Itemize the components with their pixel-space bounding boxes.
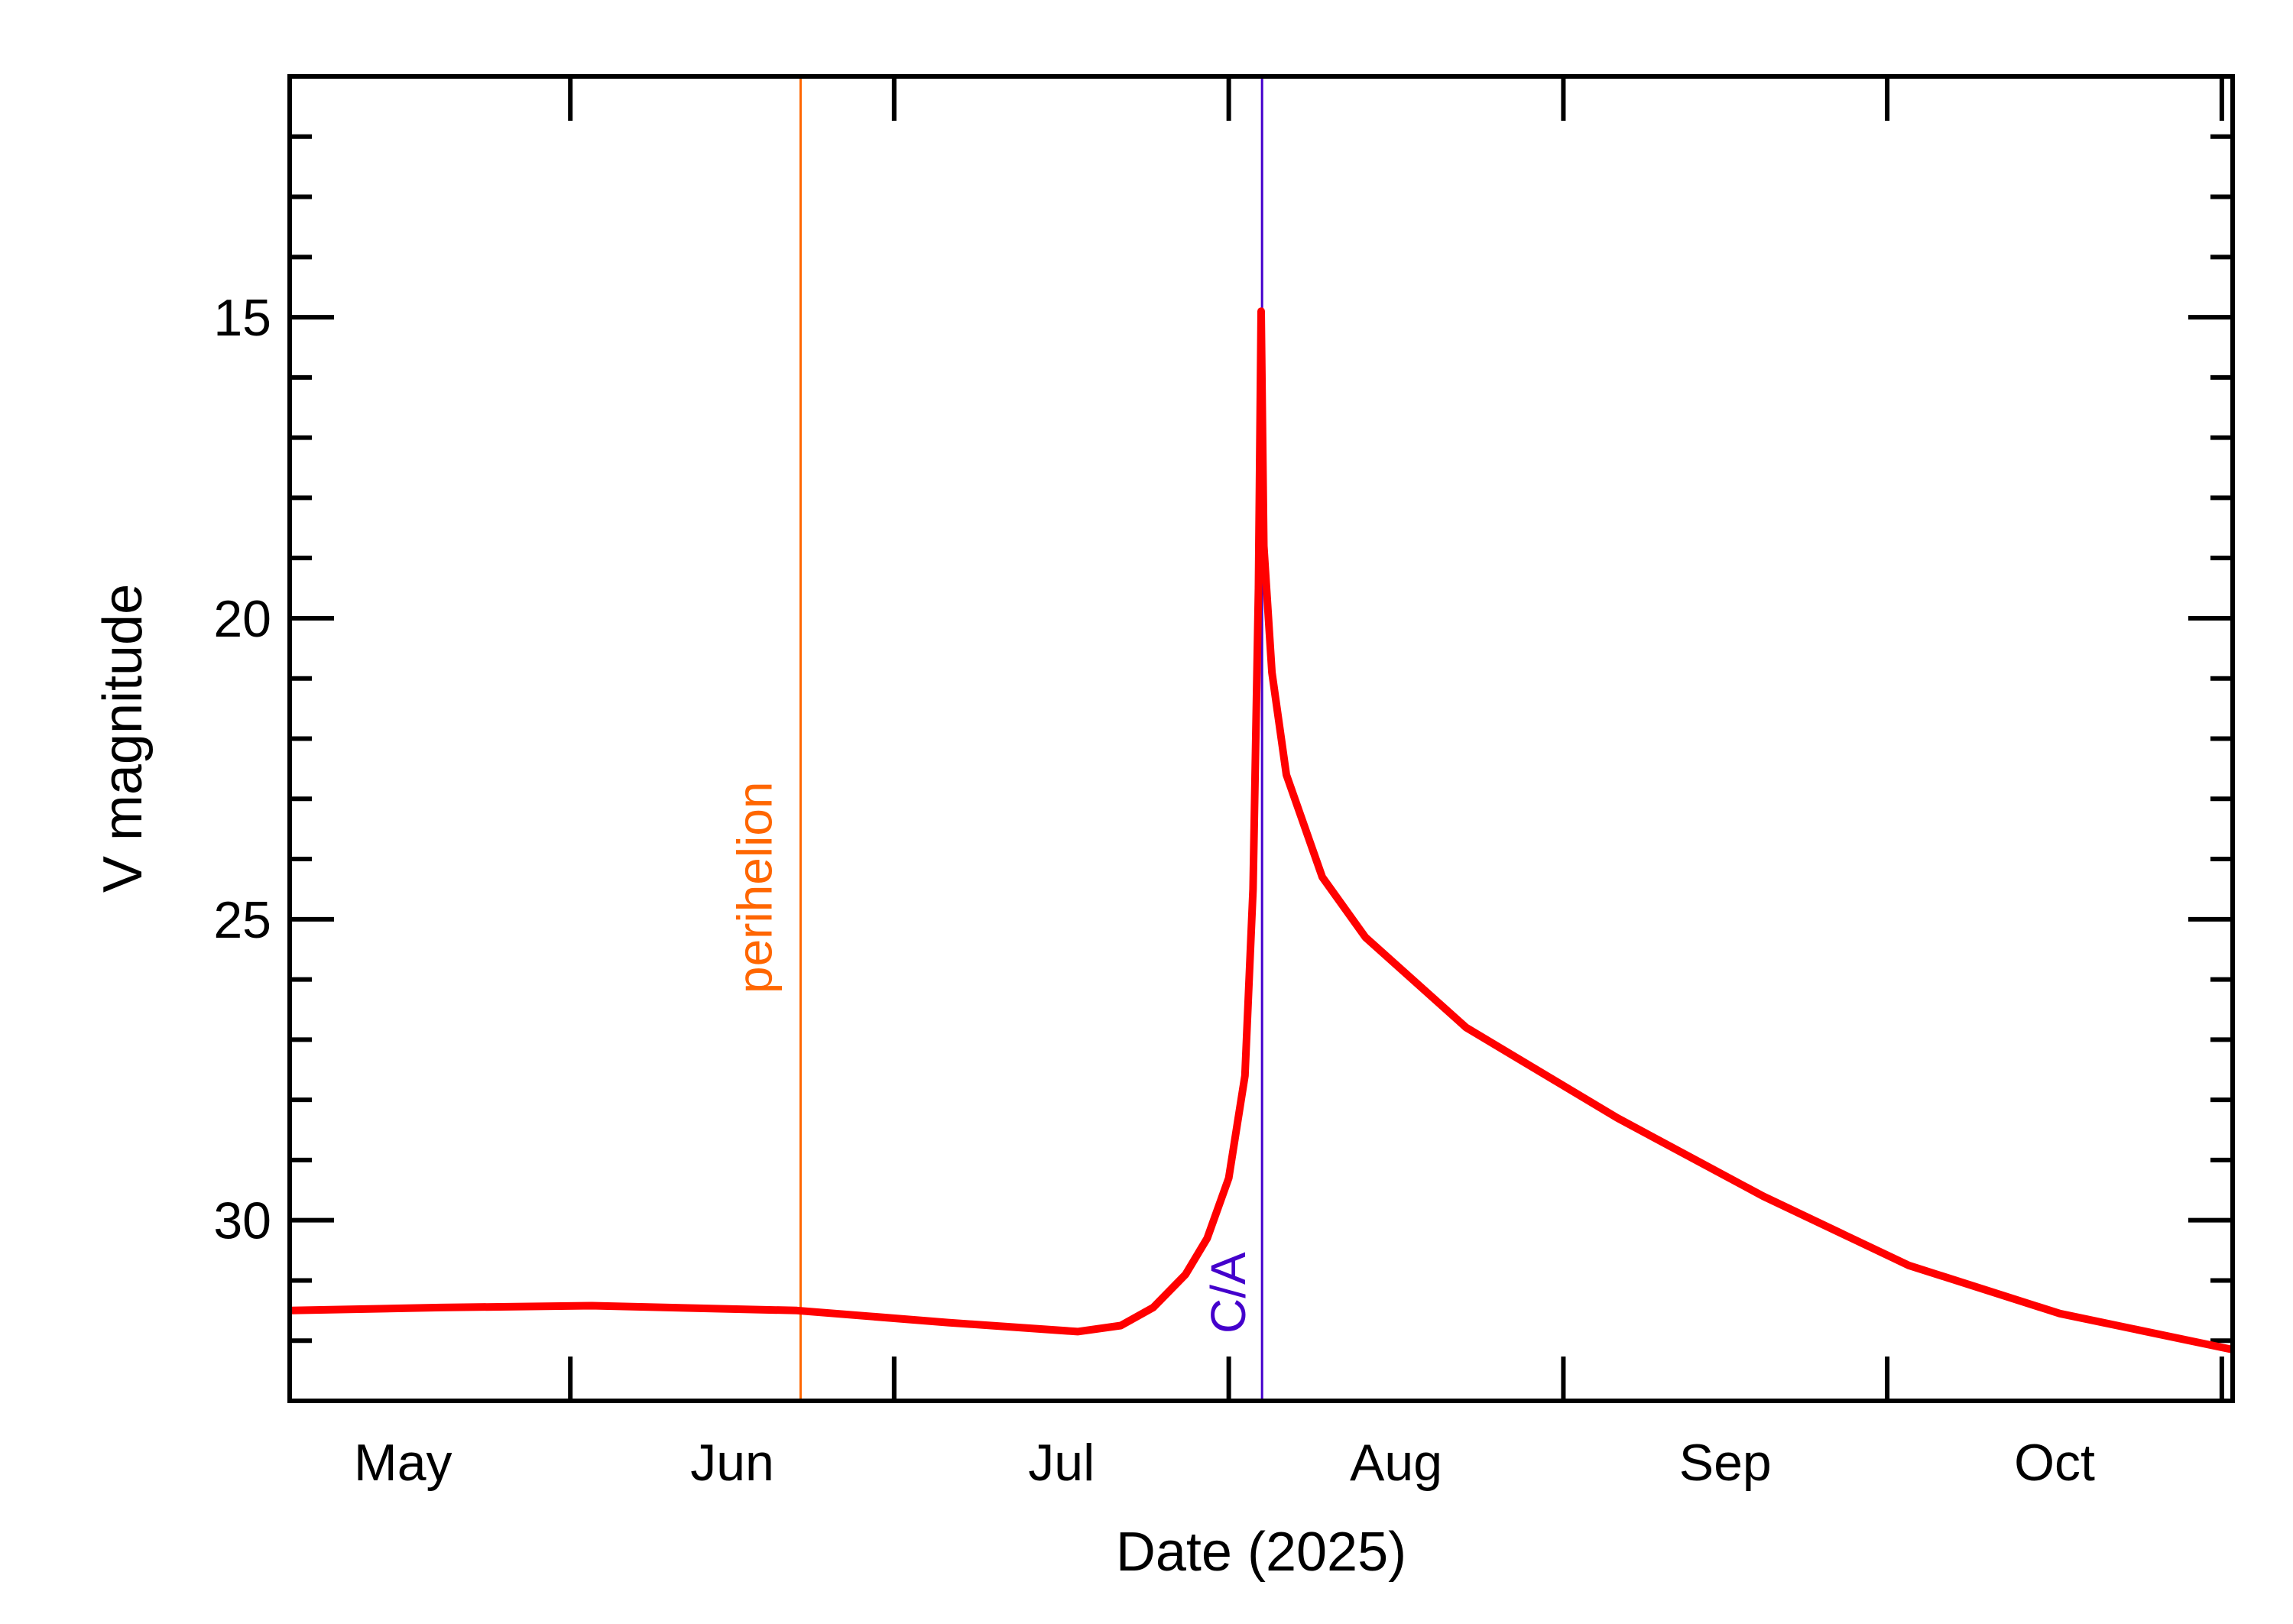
- magnitude-curve: [289, 307, 2234, 1353]
- x-tick-label: May: [354, 1434, 452, 1492]
- x-tick-label: Oct: [2014, 1434, 2095, 1492]
- x-tick-label: Aug: [1350, 1434, 1442, 1492]
- y-tick-label: 30: [213, 1192, 271, 1250]
- x-tick-label: Jun: [690, 1434, 774, 1492]
- annotation-label: perihelion: [727, 781, 782, 994]
- tick-labels: May Jun Jul Aug Sep Oct 15 20 25 30: [213, 289, 2095, 1492]
- y-tick-label: 20: [213, 590, 271, 648]
- y-tick-label: 15: [213, 289, 271, 347]
- x-axis-title: Date (2025): [1116, 1522, 1406, 1583]
- annotations: perihelion C/A: [727, 76, 1263, 1401]
- plot-frame: [287, 74, 2235, 1403]
- y-tick-label: 25: [213, 891, 271, 949]
- x-tick-label: Sep: [1679, 1434, 1772, 1492]
- y-axis-title: V magnitude: [92, 584, 154, 893]
- x-tick-label: Jul: [1028, 1434, 1095, 1492]
- annotation-label: C/A: [1201, 1252, 1256, 1334]
